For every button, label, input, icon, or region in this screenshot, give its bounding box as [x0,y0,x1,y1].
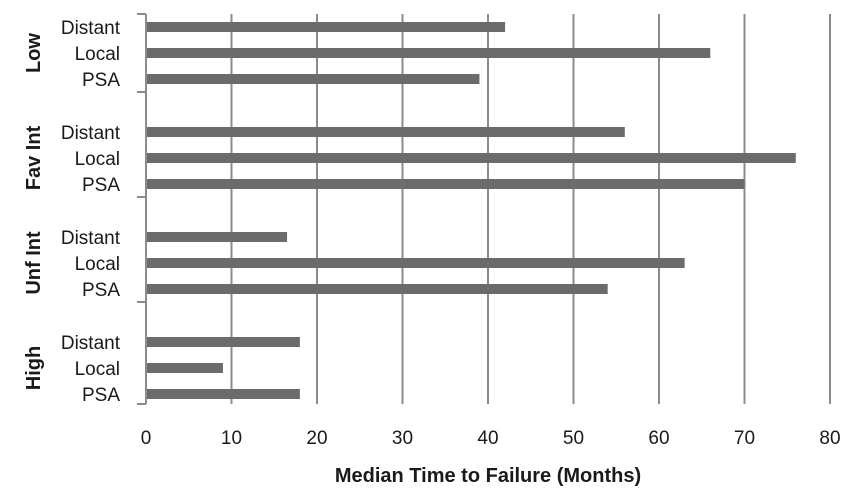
category-label-fav-int-psa: PSA [82,175,120,196]
x-tick-label-70: 70 [734,428,755,449]
category-label-high-distant: Distant [61,333,121,354]
x-tick-label-10: 10 [221,428,242,449]
category-label-unf-int-distant: Distant [61,228,121,249]
x-tick-label-30: 30 [392,428,413,449]
x-tick-label-80: 80 [819,428,840,449]
category-label-low-local: Local [75,44,120,65]
x-tick-label-60: 60 [648,428,669,449]
bar-unf-int-local [146,258,685,268]
group-label-high: High [23,346,45,390]
axes [137,13,147,405]
x-tick-labels: 0 10 20 30 40 50 60 70 80 [141,428,841,449]
bar-fav-int-psa [146,179,745,189]
bar-low-local [146,48,711,58]
bar-fav-int-local [146,153,796,163]
bar-high-local [146,363,223,373]
category-label-fav-int-distant: Distant [61,123,121,144]
x-tick-label-40: 40 [477,428,498,449]
category-label-high-psa: PSA [82,385,120,406]
bar-high-distant [146,337,300,347]
gridlines [230,14,831,404]
x-tick-label-20: 20 [306,428,327,449]
category-label-unf-int-psa: PSA [82,280,120,301]
group-labels: Low Fav Int Unf Int High [23,33,45,391]
bars [146,22,796,399]
category-labels: Distant Local PSA Distant Local PSA Distant Loc… [61,18,121,406]
category-label-high-local: Local [75,359,120,380]
bar-unf-int-distant [146,232,288,242]
x-tick-label-0: 0 [141,428,152,449]
category-label-low-psa: PSA [82,70,120,91]
bar-high-psa [146,389,300,399]
bar-unf-int-psa [146,284,608,294]
group-label-fav-int: Fav Int [23,125,45,190]
group-label-unf-int: Unf Int [23,231,45,295]
x-axis-title: Median Time to Failure (Months) [335,465,641,487]
category-label-unf-int-local: Local [75,254,120,275]
bar-low-distant [146,22,506,32]
x-tick-label-50: 50 [563,428,584,449]
group-label-low: Low [23,33,45,73]
bar-fav-int-distant [146,127,625,137]
bar-low-psa [146,74,480,84]
category-label-fav-int-local: Local [75,149,120,170]
category-label-low-distant: Distant [61,18,121,39]
